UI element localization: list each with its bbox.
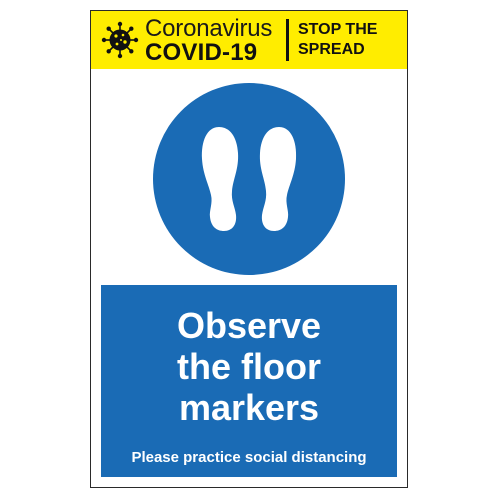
instruction-line-1: Observe [176,305,322,346]
footprints-icon [201,127,297,231]
instruction-title: Observe the floor markers [101,305,397,428]
safety-sign: Coronavirus COVID-19 STOP THE SPREAD Obs… [90,10,408,488]
virus-icon [101,21,139,59]
instruction-line-2: the floor [177,346,321,387]
slogan-line-2: SPREAD [298,41,365,58]
instruction-subtitle: Please practice social distancing [131,449,367,466]
sign-header: Coronavirus COVID-19 STOP THE SPREAD [91,11,407,69]
footprints-symbol [153,83,345,275]
header-title: Coronavirus [145,15,273,42]
slogan-line-1: STOP THE [298,21,378,38]
header-subtitle: COVID-19 [145,39,258,66]
instruction-panel: Observe the floor markers Please practic… [101,285,397,477]
instruction-line-3: markers [178,387,320,428]
header-divider [286,19,289,61]
header-slogan: STOP THE SPREAD [298,20,377,60]
